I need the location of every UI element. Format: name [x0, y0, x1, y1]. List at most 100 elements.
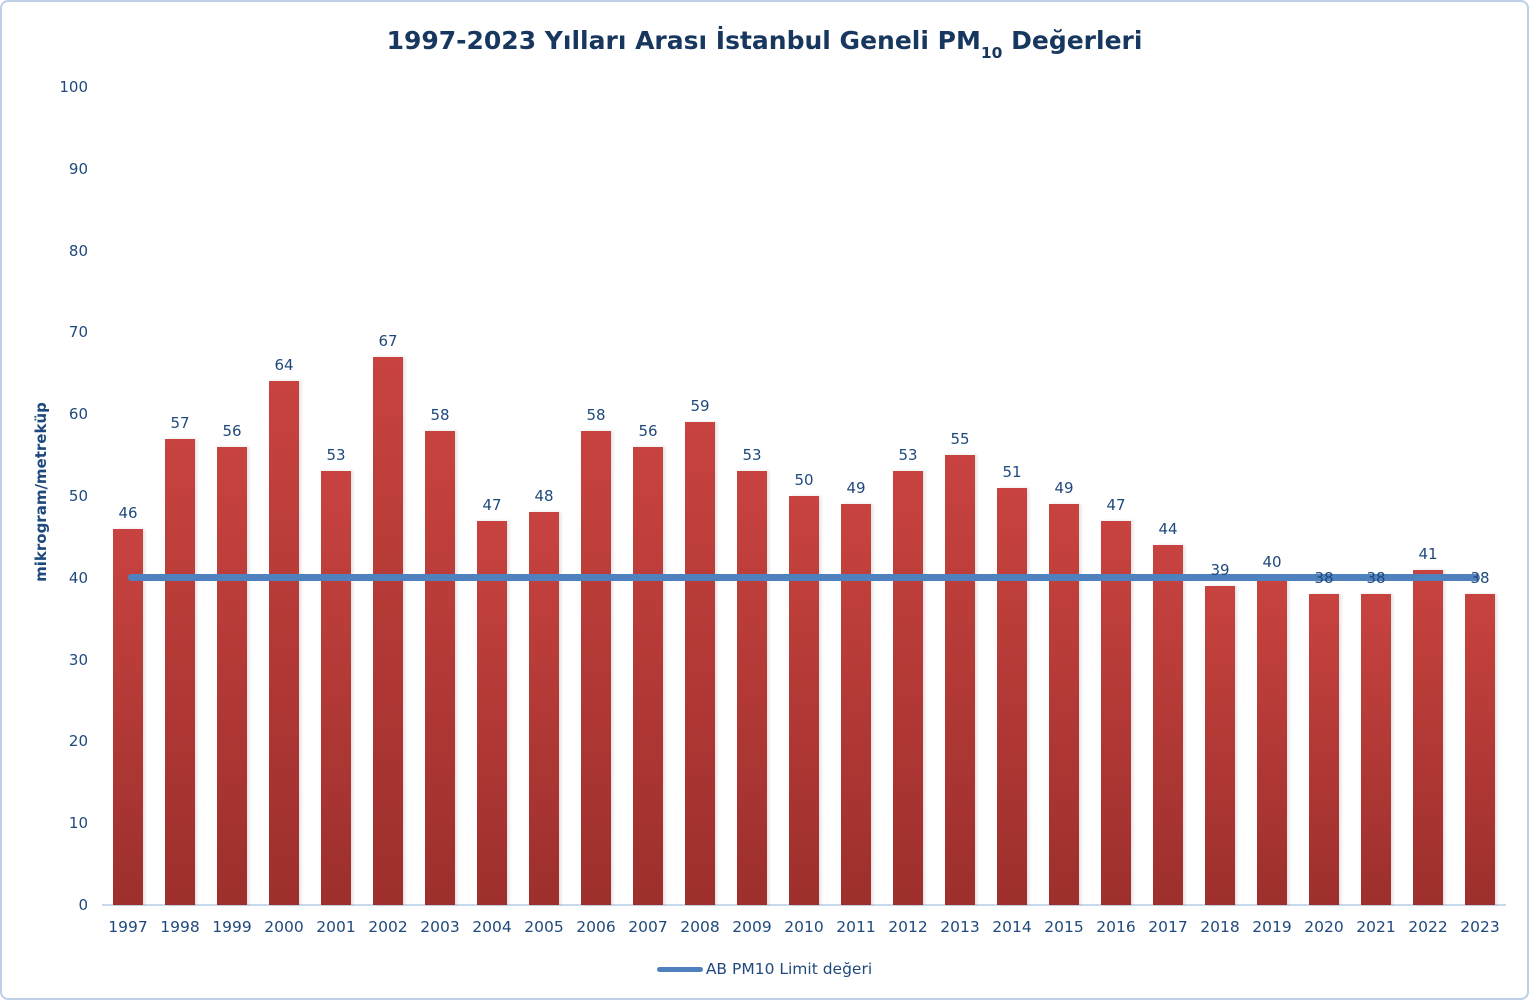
value-label-2016: 47 — [1106, 495, 1126, 514]
bar-2004 — [477, 520, 507, 905]
x-tick-label-2006: 2006 — [576, 918, 616, 936]
value-label-2012: 53 — [898, 446, 918, 465]
legend-label: AB PM10 Limit değeri — [705, 960, 873, 978]
bar-2007 — [633, 446, 663, 905]
bar-2010 — [789, 496, 819, 905]
value-label-2021: 38 — [1366, 569, 1386, 588]
x-tick-label-2020: 2020 — [1304, 918, 1344, 936]
value-label-2000: 64 — [274, 356, 294, 375]
x-tick-label-2010: 2010 — [784, 918, 824, 936]
x-tick-label-2013: 2013 — [940, 918, 980, 936]
y-tick-label-10: 10 — [68, 814, 88, 833]
chart-title-suffix: Değerleri — [1002, 26, 1143, 55]
bar-2005 — [529, 512, 559, 905]
y-tick-label-50: 50 — [68, 487, 88, 505]
x-tick-label-2019: 2019 — [1252, 918, 1292, 936]
y-tick-label-90: 90 — [68, 159, 88, 178]
x-tick-label-2023: 2023 — [1460, 918, 1500, 936]
chart-title-prefix: 1997-2023 Yılları Arası İstanbul Geneli … — [386, 26, 981, 55]
bar-1997 — [113, 528, 143, 905]
value-label-2022: 41 — [1418, 544, 1438, 563]
value-label-2019: 40 — [1262, 552, 1282, 571]
x-tick-label-2000: 2000 — [264, 918, 304, 936]
x-tick-label-1999: 1999 — [212, 918, 252, 936]
bar-2019 — [1257, 577, 1287, 905]
x-tick-label-2022: 2022 — [1408, 918, 1448, 936]
chart-title-subscript: 10 — [980, 43, 1003, 62]
y-tick-label-80: 80 — [68, 241, 88, 260]
value-label-2015: 49 — [1054, 479, 1074, 498]
bar-2017 — [1153, 545, 1183, 905]
x-tick-label-2011: 2011 — [836, 918, 876, 936]
bar-2012 — [893, 471, 923, 905]
chart-title: 1997-2023 Yılları Arası İstanbul Geneli … — [2, 26, 1527, 62]
value-label-2004: 47 — [482, 495, 502, 514]
x-axis-line — [102, 904, 1506, 906]
value-label-2002: 67 — [378, 331, 398, 350]
value-label-2005: 48 — [534, 487, 554, 506]
bar-2015 — [1049, 504, 1079, 905]
bar-2021 — [1361, 594, 1391, 905]
bar-2000 — [269, 381, 299, 905]
value-label-2014: 51 — [1002, 462, 1022, 481]
bar-2008 — [685, 422, 715, 905]
y-tick-label-60: 60 — [68, 405, 88, 424]
y-tick-label-20: 20 — [68, 732, 88, 751]
bar-2006 — [581, 430, 611, 905]
bar-2018 — [1205, 585, 1235, 905]
bar-2022 — [1413, 569, 1443, 905]
value-label-2008: 59 — [690, 397, 710, 416]
x-tick-label-2001: 2001 — [316, 918, 356, 936]
value-label-2013: 55 — [950, 430, 970, 449]
value-label-1998: 57 — [170, 413, 190, 432]
x-tick-label-2008: 2008 — [680, 918, 720, 936]
x-tick-label-1997: 1997 — [108, 918, 148, 936]
legend: AB PM10 Limit değeri — [2, 960, 1527, 978]
x-tick-label-2015: 2015 — [1044, 918, 1084, 936]
y-tick-label-0: 0 — [78, 896, 88, 914]
x-tick-label-2002: 2002 — [368, 918, 408, 936]
value-label-2011: 49 — [846, 479, 866, 498]
x-tick-label-2018: 2018 — [1200, 918, 1240, 936]
bar-2016 — [1101, 520, 1131, 905]
x-tick-label-2012: 2012 — [888, 918, 928, 936]
bar-2011 — [841, 504, 871, 905]
value-label-2020: 38 — [1314, 569, 1334, 588]
x-tick-label-2003: 2003 — [420, 918, 460, 936]
y-tick-label-100: 100 — [59, 78, 88, 96]
value-label-2009: 53 — [742, 446, 762, 465]
value-label-1997: 46 — [118, 503, 138, 522]
value-label-2001: 53 — [326, 446, 346, 465]
x-tick-label-2016: 2016 — [1096, 918, 1136, 936]
x-tick-label-2007: 2007 — [628, 918, 668, 936]
bar-2013 — [945, 455, 975, 905]
bar-2001 — [321, 471, 351, 905]
x-tick-label-2004: 2004 — [472, 918, 512, 936]
x-tick-label-1998: 1998 — [160, 918, 200, 936]
bar-2023 — [1465, 594, 1495, 905]
value-label-2003: 58 — [430, 405, 450, 424]
x-tick-label-2017: 2017 — [1148, 918, 1188, 936]
bar-2014 — [997, 487, 1027, 905]
bar-2003 — [425, 430, 455, 905]
limit-line — [128, 574, 1480, 582]
value-label-2007: 56 — [638, 421, 658, 440]
x-tick-label-2005: 2005 — [524, 918, 564, 936]
bar-2002 — [373, 356, 403, 905]
value-label-1999: 56 — [222, 421, 242, 440]
bar-2020 — [1309, 594, 1339, 905]
y-tick-label-30: 30 — [68, 650, 88, 669]
bar-2009 — [737, 471, 767, 905]
x-tick-label-2014: 2014 — [992, 918, 1032, 936]
value-label-2018: 39 — [1210, 560, 1230, 579]
legend-line-swatch — [656, 966, 703, 972]
y-tick-label-40: 40 — [68, 568, 88, 587]
bar-1998 — [165, 438, 195, 905]
value-label-2010: 50 — [794, 471, 814, 489]
x-tick-label-2009: 2009 — [732, 918, 772, 936]
value-label-2017: 44 — [1158, 520, 1178, 539]
y-tick-label-70: 70 — [68, 323, 88, 342]
value-label-2006: 58 — [586, 405, 606, 424]
bar-1999 — [217, 446, 247, 905]
